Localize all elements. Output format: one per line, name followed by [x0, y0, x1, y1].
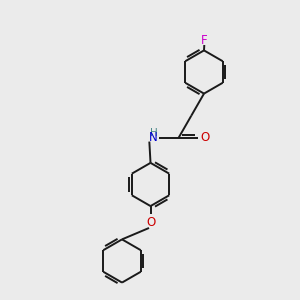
Text: O: O — [146, 216, 156, 229]
Text: F: F — [201, 34, 208, 47]
Text: N: N — [149, 131, 158, 145]
Text: H: H — [150, 128, 158, 138]
Text: O: O — [200, 131, 209, 145]
